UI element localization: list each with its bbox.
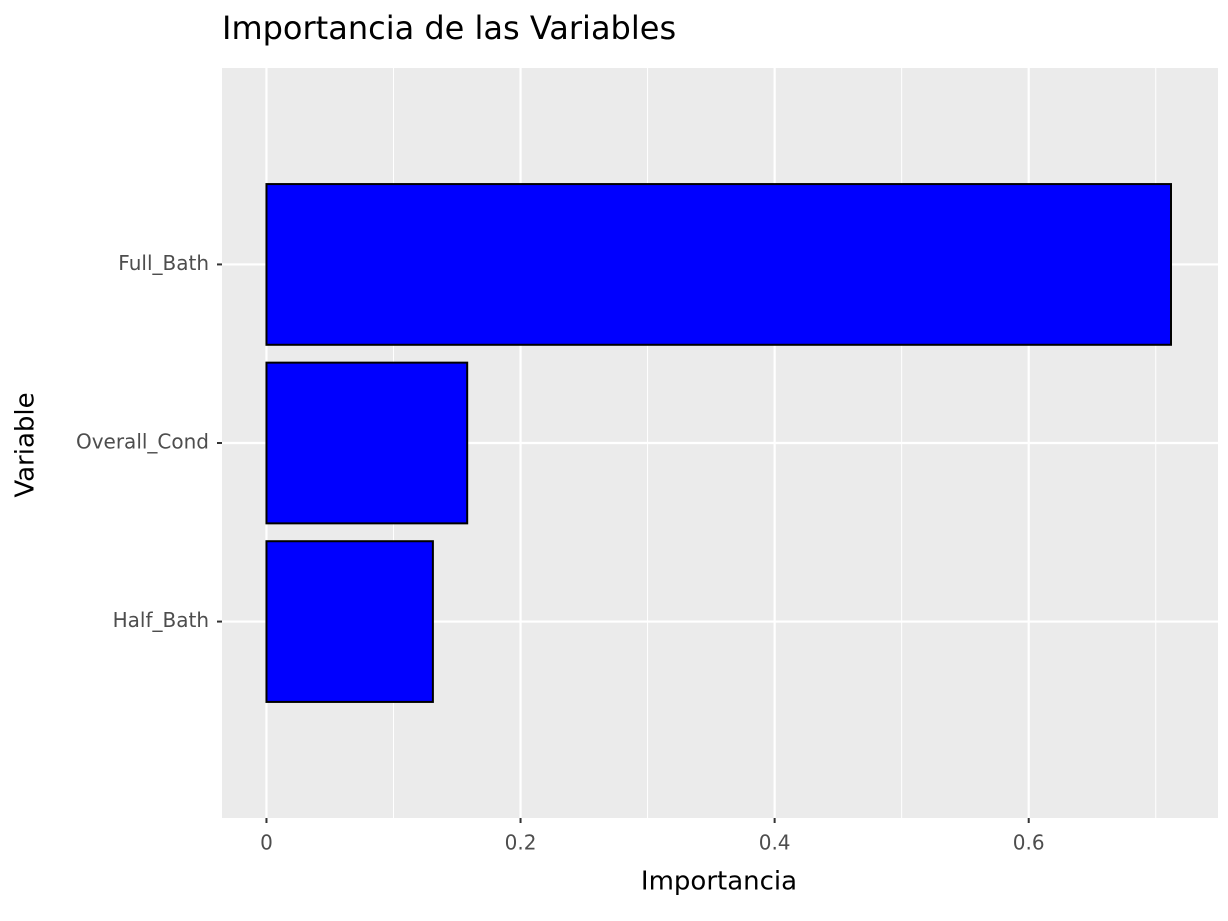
bar: [265, 183, 1172, 346]
bar: [265, 540, 434, 703]
y-tick-label: Overall_Cond: [76, 430, 209, 454]
bar: [265, 361, 469, 525]
x-tick-label: 0.2: [505, 831, 537, 855]
x-tick-label: 0: [260, 831, 273, 855]
y-axis-title: Variable: [11, 392, 41, 497]
x-tick-label: 0.4: [759, 831, 791, 855]
chart-title: Importancia de las Variables: [222, 9, 676, 47]
x-tick-label: 0.6: [1013, 831, 1045, 855]
y-tick-label: Full_Bath: [118, 251, 209, 275]
y-tick-label: Half_Bath: [113, 608, 209, 632]
x-axis-title: Importancia: [641, 867, 797, 897]
